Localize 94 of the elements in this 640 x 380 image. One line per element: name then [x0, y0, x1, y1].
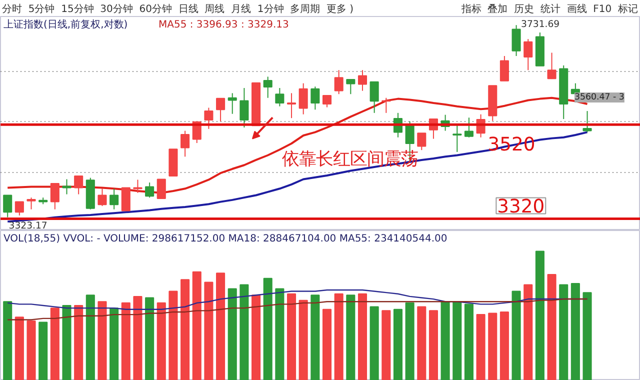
candlestick — [452, 123, 462, 152]
annotation: 3560.47 - 3 — [574, 92, 624, 102]
candlestick — [133, 179, 142, 194]
candlestick — [74, 175, 84, 195]
bar — [252, 294, 261, 380]
candlestick — [346, 79, 356, 95]
candlestick — [50, 182, 60, 210]
bar — [286, 293, 296, 380]
bar — [240, 284, 249, 380]
candlestick — [512, 24, 521, 57]
bar — [204, 282, 214, 380]
bar — [559, 284, 568, 380]
bar — [464, 304, 474, 380]
candlestick — [298, 82, 308, 115]
bar — [110, 308, 119, 380]
bar — [500, 311, 509, 380]
bar — [524, 284, 533, 380]
candlestick — [500, 56, 509, 82]
bar — [452, 301, 462, 380]
bar — [298, 300, 308, 380]
candlestick — [322, 95, 332, 108]
candlestick — [228, 92, 237, 114]
candlestick — [547, 52, 556, 80]
ref-line-label: 3320 — [497, 196, 545, 218]
bar — [263, 278, 272, 380]
candlestick — [204, 107, 214, 130]
bar — [476, 314, 486, 380]
bar — [547, 274, 556, 380]
text: 指标 叠加 历史 统计 画线 F10 标记 — [461, 3, 638, 17]
bar — [570, 283, 580, 380]
bar — [428, 310, 438, 380]
bar — [382, 310, 391, 380]
bar — [145, 297, 154, 380]
bar — [156, 302, 166, 380]
candlestick — [417, 132, 426, 151]
candlestick — [145, 182, 154, 198]
candlestick — [156, 178, 166, 200]
bar — [3, 301, 12, 380]
candlestick — [180, 130, 190, 158]
bar — [74, 305, 84, 380]
annotation: 3323.17 — [8, 220, 48, 232]
bar — [168, 290, 178, 380]
text: 分时 5分钟 15分钟 30分钟 60分钟 日线 周线 月线 1分钟 多周期 更多 ) — [2, 3, 354, 17]
bar — [62, 305, 72, 380]
bar — [440, 301, 450, 380]
bar — [512, 290, 521, 380]
bar — [228, 288, 237, 380]
bar — [133, 296, 142, 380]
bar — [50, 308, 60, 380]
bar — [180, 279, 190, 380]
candlestick — [524, 38, 533, 71]
bar — [370, 306, 379, 380]
candlestick — [3, 194, 12, 218]
candlestick — [240, 87, 249, 128]
candlestick — [370, 81, 379, 114]
candlestick — [464, 117, 474, 138]
bar — [14, 316, 24, 380]
candlestick — [98, 188, 107, 207]
bar — [310, 294, 320, 380]
chart-subtitle: MA55 : 3396.93 : 3329.13 — [158, 20, 289, 30]
candlestick — [263, 76, 272, 98]
bar — [216, 272, 226, 380]
bar — [121, 302, 130, 380]
bar — [358, 293, 368, 380]
bar — [275, 288, 284, 380]
chart-title: 上证指数(日线,前复权,对数) — [4, 18, 128, 30]
bar — [26, 320, 36, 380]
bar — [535, 250, 544, 380]
chart-title: VOL(18,55) VVOL: - VOLUME: 298617152.00 MA18: 288467104.00 MA55: 234140544.00 — [4, 234, 448, 244]
candlestick — [286, 92, 296, 119]
bar — [488, 312, 498, 380]
bar — [38, 322, 48, 380]
candlestick — [310, 86, 320, 110]
bar — [405, 302, 414, 380]
bar — [86, 294, 95, 380]
bar — [582, 292, 592, 380]
candlestick — [216, 98, 226, 122]
bar — [98, 301, 107, 380]
candlestick — [334, 70, 344, 95]
candlestick — [121, 187, 130, 212]
bar — [346, 294, 356, 380]
candlestick — [26, 197, 36, 210]
bar — [393, 308, 403, 380]
candlestick — [275, 87, 284, 107]
candlestick — [14, 201, 24, 216]
bar — [322, 308, 332, 380]
bar — [334, 293, 344, 380]
bar — [417, 306, 426, 380]
candlestick — [582, 110, 592, 133]
candlestick — [382, 97, 391, 114]
annotation: 3731.69 — [521, 19, 560, 30]
candlestick — [110, 188, 119, 210]
bar — [192, 271, 202, 380]
candlestick — [358, 70, 368, 92]
